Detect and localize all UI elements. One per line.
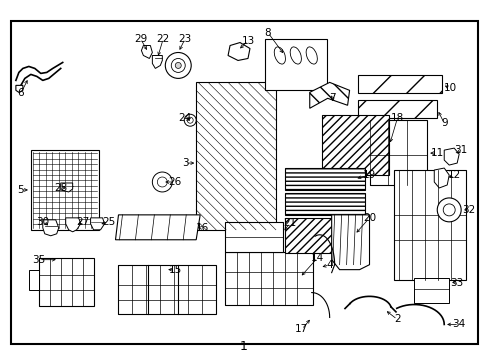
Circle shape <box>442 204 454 216</box>
Ellipse shape <box>305 47 317 64</box>
Polygon shape <box>115 215 200 240</box>
Polygon shape <box>65 218 81 232</box>
Text: 15: 15 <box>168 265 182 275</box>
Polygon shape <box>16 85 23 92</box>
Bar <box>224 222 282 252</box>
Bar <box>413 278 448 302</box>
Text: 24: 24 <box>178 113 191 123</box>
Text: 4: 4 <box>325 260 332 270</box>
Text: 28: 28 <box>54 183 67 193</box>
Circle shape <box>175 62 181 68</box>
Text: 32: 32 <box>462 205 475 215</box>
Text: 10: 10 <box>443 84 456 93</box>
Bar <box>394 170 465 280</box>
Bar <box>224 252 312 305</box>
Bar <box>29 270 39 289</box>
Text: 13: 13 <box>241 36 254 46</box>
Text: 12: 12 <box>447 170 460 180</box>
Bar <box>264 39 326 90</box>
Text: 27: 27 <box>76 217 89 227</box>
Text: 30: 30 <box>36 217 49 227</box>
Text: 14: 14 <box>310 253 324 263</box>
Bar <box>369 120 427 185</box>
Text: 2: 2 <box>393 314 400 324</box>
Ellipse shape <box>274 47 285 64</box>
Text: 33: 33 <box>449 278 463 288</box>
Polygon shape <box>152 55 162 68</box>
Text: 1: 1 <box>240 340 247 353</box>
Text: 5: 5 <box>18 185 24 195</box>
Bar <box>196 82 275 230</box>
Bar <box>285 168 364 190</box>
Bar <box>31 150 99 230</box>
Text: 31: 31 <box>454 145 467 155</box>
Text: 9: 9 <box>440 118 447 128</box>
Polygon shape <box>61 183 73 192</box>
Text: 34: 34 <box>451 319 465 329</box>
Bar <box>285 193 364 215</box>
Polygon shape <box>309 82 349 108</box>
Text: 26: 26 <box>168 177 182 187</box>
Text: 8: 8 <box>264 28 271 37</box>
Circle shape <box>171 58 185 72</box>
Polygon shape <box>141 45 152 58</box>
Circle shape <box>165 53 191 78</box>
Bar <box>39 258 93 306</box>
Text: 17: 17 <box>295 324 308 334</box>
Polygon shape <box>331 215 369 270</box>
Text: 19: 19 <box>362 170 375 180</box>
Circle shape <box>187 117 193 123</box>
Polygon shape <box>227 42 249 60</box>
Text: 7: 7 <box>329 93 335 103</box>
Text: 35: 35 <box>32 255 45 265</box>
Circle shape <box>184 114 196 126</box>
Text: 6: 6 <box>18 88 24 98</box>
Circle shape <box>152 172 172 192</box>
Bar <box>357 75 441 93</box>
Text: 18: 18 <box>390 113 403 123</box>
Circle shape <box>436 198 460 222</box>
Bar <box>118 265 216 315</box>
Text: 25: 25 <box>102 217 115 227</box>
Text: 23: 23 <box>178 33 191 44</box>
Text: 3: 3 <box>182 158 188 168</box>
Bar <box>285 218 364 253</box>
Text: 29: 29 <box>134 33 147 44</box>
Polygon shape <box>443 148 458 165</box>
Bar <box>357 100 436 118</box>
Text: 20: 20 <box>362 213 375 223</box>
Circle shape <box>157 177 167 187</box>
Ellipse shape <box>289 47 301 64</box>
Polygon shape <box>42 220 59 236</box>
Polygon shape <box>90 218 104 230</box>
Text: 11: 11 <box>430 148 443 158</box>
Bar <box>321 115 388 175</box>
Text: 21: 21 <box>283 218 296 228</box>
Polygon shape <box>433 168 448 188</box>
Text: 22: 22 <box>156 33 170 44</box>
Text: 16: 16 <box>195 223 208 233</box>
